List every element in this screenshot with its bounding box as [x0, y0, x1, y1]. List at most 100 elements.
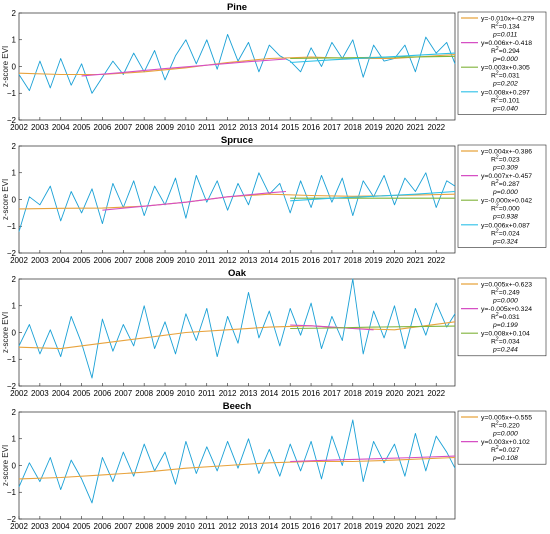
x-tick-label: 2015	[281, 522, 299, 531]
legend-p-value: p=0.309	[492, 165, 518, 172]
x-tick-label: 2010	[177, 522, 195, 531]
legend-p-value: p=0.938	[492, 214, 518, 221]
series-line-0	[18, 172, 456, 232]
series-line-4	[290, 190, 456, 202]
y-tick-label: −1	[7, 222, 17, 231]
y-tick-label: −1	[7, 355, 17, 364]
x-tick-label: 2014	[260, 522, 278, 531]
x-tick-label: 2002	[10, 123, 28, 132]
x-tick-label: 2018	[344, 522, 362, 531]
x-tick-label: 2013	[240, 256, 258, 265]
x-tick-label: 2003	[31, 123, 49, 132]
x-tick-label: 2021	[406, 522, 424, 531]
legend-r2: R2=0.220	[491, 421, 520, 430]
x-tick-label: 2013	[240, 389, 258, 398]
legend-r2: R2=0.034	[491, 337, 520, 346]
x-tick-label: 2020	[386, 389, 404, 398]
y-tick-label: 0	[12, 195, 17, 204]
y-tick-label: 2	[12, 408, 17, 417]
x-tick-label: 2012	[219, 123, 237, 132]
x-tick-label: 2004	[52, 123, 70, 132]
legend-equation: y=-0.000x+0.042	[481, 198, 532, 205]
plot-frame	[18, 145, 456, 254]
legend-equation: y=0.008x+0.104	[481, 331, 530, 338]
y-tick-label: 1	[12, 302, 17, 311]
legend-box	[457, 277, 547, 357]
y-tick-label: 2	[12, 275, 17, 284]
x-tick-label: 2009	[156, 123, 174, 132]
legend-box	[457, 11, 547, 115]
legend-r2: R2=0.000	[491, 204, 520, 213]
x-tick-label: 2003	[31, 522, 49, 531]
y-tick-label: 0	[12, 461, 17, 470]
x-tick-label: 2014	[260, 256, 278, 265]
x-tick-label: 2010	[177, 256, 195, 265]
x-tick-label: 2016	[302, 256, 320, 265]
legend-equation: y=0.004x+-0.386	[481, 149, 532, 156]
x-tick-label: 2011	[198, 256, 216, 265]
x-tick-label: 2011	[198, 389, 216, 398]
x-tick-label: 2021	[406, 123, 424, 132]
legend-equation: y=0.005x+-0.555	[481, 415, 532, 422]
y-tick-label: 2	[12, 9, 17, 18]
x-tick-label: 2005	[73, 256, 91, 265]
legend-r2: R2=0.023	[491, 155, 520, 164]
x-tick-label: 2022	[427, 389, 445, 398]
series-line-2	[290, 455, 456, 463]
x-tick-label: 2015	[281, 389, 299, 398]
legend-p-value: p=0.199	[492, 322, 518, 329]
x-tick-label: 2004	[52, 389, 70, 398]
x-tick-label: 2009	[156, 522, 174, 531]
y-tick-label: −2	[7, 515, 17, 524]
legend-p-value: p=0.040	[492, 105, 518, 112]
legend-r2: R2=0.287	[491, 179, 520, 188]
series-line-2	[290, 324, 374, 331]
series-line-4	[290, 52, 456, 64]
legend-equation: y=0.006x+-0.418	[481, 40, 532, 47]
x-tick-label: 2016	[302, 389, 320, 398]
y-axis-label: z-score EVI	[1, 445, 10, 486]
x-tick-label: 2005	[73, 522, 91, 531]
legend-p-value: p=0.000	[492, 56, 518, 63]
x-tick-label: 2019	[365, 389, 383, 398]
series-line-1	[18, 456, 456, 480]
legend-box	[457, 144, 547, 248]
series-line-0	[18, 278, 456, 379]
x-tick-label: 2018	[344, 123, 362, 132]
legend-r2: R2=0.294	[491, 46, 520, 55]
legend-p-value: p=0.000	[492, 431, 518, 438]
legend-p-value: p=0.000	[492, 189, 518, 196]
series-line-3	[290, 325, 456, 330]
legend-r2: R2=0.031	[491, 71, 520, 80]
series-line-2	[102, 190, 287, 211]
x-tick-label: 2006	[94, 389, 112, 398]
x-tick-label: 2005	[73, 123, 91, 132]
x-tick-label: 2007	[114, 123, 132, 132]
series-line-0	[18, 419, 456, 504]
x-tick-label: 2003	[31, 256, 49, 265]
y-tick-label: −1	[7, 488, 17, 497]
legend-r2: R2=0.031	[491, 312, 520, 321]
series-line-1	[18, 321, 456, 350]
y-tick-label: 0	[12, 328, 17, 337]
x-tick-label: 2008	[135, 522, 153, 531]
x-tick-label: 2019	[365, 256, 383, 265]
panel-title: Beech	[223, 401, 252, 412]
x-tick-label: 2017	[323, 522, 341, 531]
y-tick-label: −2	[7, 382, 17, 391]
x-tick-label: 2012	[219, 522, 237, 531]
legend-p-value: p=0.244	[492, 347, 518, 354]
legend-r2: R2=0.249	[491, 288, 520, 297]
x-tick-label: 2020	[386, 256, 404, 265]
x-tick-label: 2012	[219, 389, 237, 398]
legend-p-value: p=0.324	[492, 238, 518, 245]
x-tick-label: 2015	[281, 123, 299, 132]
y-tick-label: 0	[12, 62, 17, 71]
x-tick-label: 2017	[323, 123, 341, 132]
x-tick-label: 2002	[10, 389, 28, 398]
x-tick-label: 2010	[177, 389, 195, 398]
panel-title: Pine	[227, 2, 247, 13]
y-tick-label: −1	[7, 89, 17, 98]
legend-equation: y=-0.010x+-0.279	[481, 16, 534, 23]
